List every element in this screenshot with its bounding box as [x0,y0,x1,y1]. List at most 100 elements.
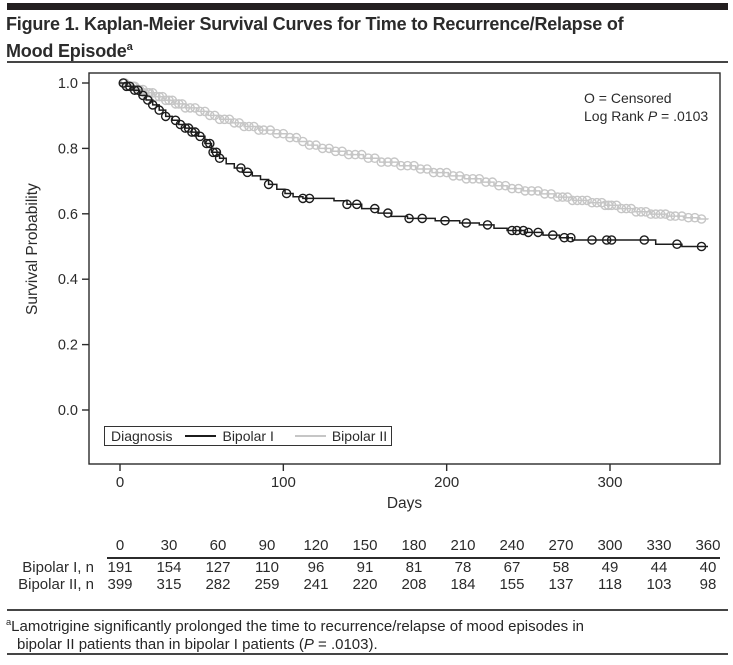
footnote-line2-prefix: bipolar II patients than in bipolar I pa… [17,636,304,653]
censored-marker [317,143,328,154]
censored-marker [404,213,414,224]
risk-value: 184 [450,576,476,593]
censored-marker [582,195,592,206]
risk-day-header: 240 [499,537,525,554]
risk-value: 58 [552,559,570,576]
censored-marker [677,211,687,221]
censored-marker [577,195,588,206]
censored-marker [236,163,246,173]
risk-value: 44 [650,559,668,576]
risk-value: 282 [205,576,231,593]
censored-marker [513,183,524,194]
censored-marker [606,200,617,211]
x-tick-label: 200 [434,474,459,491]
censored-marker [548,230,558,240]
figure-title-superscript: a [126,41,133,53]
footnote-line1: aLamotrigine significantly prolonged the… [6,613,726,636]
censored-marker [440,215,450,226]
logrank-note: Log Rank P = .0103 [584,107,708,125]
legend-item-bipolar-i: Bipolar I [185,428,274,444]
censored-marker [467,174,478,184]
censored-marker [187,127,197,137]
censored-marker [616,203,627,214]
risk-value: 399 [107,576,133,593]
risk-value: 315 [156,576,182,593]
censored-note-text: O = Censored [584,90,672,106]
censored-marker [482,220,493,230]
number-at-risk-table: 0 30 60 90 120 150 180 210 240 270 300 330 360 Bipola… [0,536,733,596]
censored-marker [396,160,406,171]
censored-marker [611,200,622,211]
censored-marker [494,180,504,191]
legend: Diagnosis Bipolar I Bipolar II [104,426,392,446]
censored-marker [566,232,576,243]
censored-marker [151,91,161,102]
risk-value: 49 [601,559,619,576]
censored-marker [552,192,563,202]
x-tick-label: 0 [116,474,124,491]
legend-label-bipolar-i: Bipolar I [222,428,274,444]
censored-marker [180,103,191,113]
censor-marks-bipolar-i [118,78,707,252]
censored-marker [369,203,380,214]
censored-marker [121,81,132,92]
censored-marker [670,211,681,221]
x-tick-label: 100 [271,474,296,491]
risk-value: 127 [205,559,231,576]
censored-marker [690,212,700,223]
censored-marker [147,100,158,110]
risk-value: 110 [255,559,279,576]
censored-marker [512,225,522,236]
censored-marker [363,153,374,163]
censored-marker [448,171,459,181]
censored-marker [587,197,597,208]
censored-marker [263,179,274,190]
legend-item-bipolar-ii: Bipolar II [294,428,387,444]
censored-marker [507,225,517,236]
x-tick-label: 300 [597,474,622,491]
legend-title: Diagnosis [111,428,173,444]
censored-marker [330,146,341,157]
risk-value: 118 [598,576,622,593]
censored-marker [208,147,218,158]
y-tick-label: 0.6 [58,207,78,223]
figure-title: Figure 1. Kaplan-Meier Survival Curves f… [6,13,624,63]
censored-marker [631,206,641,217]
risk-value: 98 [699,576,717,593]
censored-marker [559,232,570,243]
risk-day-header: 30 [160,537,178,554]
censored-marker [646,209,656,219]
censored-marker [641,206,651,217]
risk-value: 103 [646,576,672,593]
footnote-line1-text: Lamotrigine significantly prolonged the … [11,618,584,635]
figure-title-text2: Mood Episode [6,41,127,61]
censored-marker [461,218,472,228]
y-tick-label: 0.0 [58,403,78,419]
censored-marker [415,164,426,174]
censored-marker [435,167,445,178]
km-plot-svg: 1.0 0.8 0.6 0.4 0.2 0.0 0 100 200 300 [58,72,721,491]
risk-day-header: 0 [115,537,125,554]
y-axis-title: Survival Probability [24,183,41,315]
censored-marker [523,227,534,238]
censored-marker [170,99,181,109]
risk-row-label: Bipolar I, n [22,559,94,576]
censored-marker [672,239,682,249]
risk-day-header: 300 [597,537,623,554]
top-divider-bar [7,3,728,10]
censored-marker [428,167,439,178]
censored-marker [160,95,171,106]
censored-marker [417,213,428,224]
bottom-divider-rule [7,653,728,655]
censored-marker [592,197,602,208]
censored-marker [567,195,578,206]
risk-value: 67 [503,559,521,576]
risk-value: 259 [254,576,280,593]
censored-marker [481,177,491,187]
censored-marker [201,138,212,149]
censored-note: O = Censored [584,89,708,107]
risk-day-header: 150 [352,537,378,554]
logrank-p-symbol: P [647,108,658,124]
y-tick-label: 0.8 [58,141,78,157]
